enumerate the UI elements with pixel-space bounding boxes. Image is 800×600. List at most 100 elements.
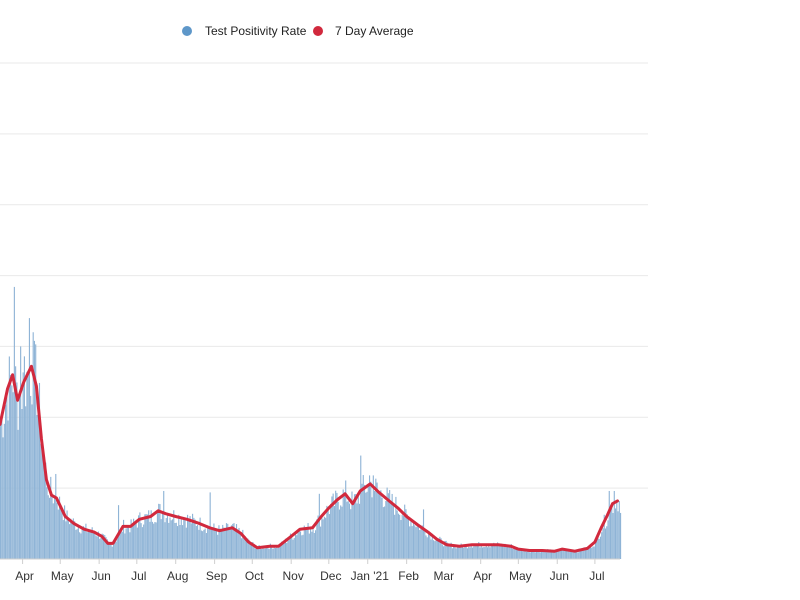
positivity-bar	[507, 545, 509, 559]
positivity-bar	[94, 532, 96, 559]
positivity-bar	[519, 550, 521, 559]
positivity-bar	[131, 526, 133, 559]
positivity-bar	[217, 534, 219, 559]
positivity-bar	[31, 404, 33, 559]
positivity-bar	[244, 536, 246, 559]
positivity-bar	[189, 516, 191, 559]
positivity-bar	[441, 544, 443, 559]
positivity-bar	[239, 533, 241, 559]
positivity-bar	[557, 549, 559, 559]
positivity-bar	[368, 475, 371, 559]
positivity-bar	[202, 531, 204, 559]
positivity-bar	[323, 516, 325, 559]
positivity-bar	[312, 529, 314, 559]
positivity-bar	[272, 548, 274, 559]
positivity-bar	[76, 529, 78, 559]
positivity-bar	[261, 549, 263, 559]
positivity-bar	[542, 550, 544, 559]
positivity-bar	[574, 551, 576, 559]
positivity-bar	[229, 528, 231, 559]
positivity-bar	[297, 532, 299, 559]
positivity-bar	[401, 514, 403, 559]
positivity-bar	[455, 548, 457, 559]
positivity-bar	[287, 540, 289, 559]
x-tick-label: Aug	[167, 569, 188, 583]
positivity-bar	[461, 545, 463, 559]
positivity-bar	[126, 525, 128, 559]
positivity-bar	[253, 543, 255, 559]
positivity-bar	[37, 403, 39, 559]
positivity-bar	[392, 505, 394, 559]
positivity-bar	[197, 524, 199, 559]
positivity-bar	[558, 550, 560, 559]
positivity-bar	[215, 530, 217, 559]
positivity-bar	[53, 495, 56, 559]
positivity-bar	[341, 506, 343, 559]
positivity-bar	[386, 487, 388, 559]
positivity-bar	[421, 525, 423, 559]
legend-item-test-positivity[interactable]: Test Positivity Rate	[182, 24, 307, 38]
x-tick-label: Sep	[206, 569, 228, 583]
positivity-bar	[497, 542, 499, 559]
positivity-bar	[119, 530, 121, 559]
positivity-bar	[549, 549, 551, 559]
positivity-bar	[471, 547, 474, 559]
positivity-bar	[114, 542, 116, 559]
positivity-bar	[454, 545, 456, 559]
positivity-bar	[204, 528, 206, 559]
positivity-bar	[453, 546, 455, 559]
positivity-bar	[0, 424, 2, 559]
positivity-bar	[185, 527, 187, 559]
positivity-bar	[60, 509, 62, 559]
positivity-bar	[385, 501, 387, 559]
positivity-bar	[214, 528, 216, 559]
positivity-bar	[509, 546, 511, 559]
gridlines	[0, 62, 648, 489]
positivity-bar	[338, 509, 340, 559]
positivity-bar	[274, 548, 276, 559]
positivity-bar	[283, 543, 285, 559]
positivity-bar	[210, 529, 212, 559]
positivity-bar	[342, 489, 344, 559]
positivity-bar	[561, 548, 563, 559]
positivity-bar	[264, 548, 266, 559]
positivity-bar	[292, 539, 294, 559]
positivity-bar	[200, 530, 202, 559]
positivity-bar	[173, 510, 175, 559]
positivity-bar	[61, 511, 63, 559]
positivity-bar	[513, 547, 515, 559]
x-tick-label: Jun	[91, 569, 110, 583]
x-tick-label: Jul	[131, 569, 146, 583]
positivity-bar	[5, 404, 7, 559]
positivity-bar	[92, 532, 94, 559]
positivity-bar	[198, 529, 200, 559]
positivity-bar	[414, 525, 416, 559]
positivity-bar	[360, 455, 362, 559]
positivity-bar	[607, 520, 609, 559]
positivity-bar	[523, 549, 525, 559]
positivity-bar	[402, 515, 404, 559]
positivity-bar	[504, 543, 506, 559]
positivity-bar	[258, 545, 260, 559]
positivity-bar	[320, 526, 322, 559]
positivity-bar	[356, 503, 358, 559]
positivity-bar	[107, 541, 110, 559]
positivity-bar	[188, 520, 190, 559]
positivity-bar	[588, 547, 590, 559]
positivity-bar	[315, 530, 317, 559]
positivity-bar	[559, 550, 561, 559]
legend-item-7-day-average[interactable]: 7 Day Average	[313, 24, 414, 38]
positivity-bar	[532, 549, 534, 559]
positivity-bar	[352, 500, 354, 559]
positivity-bar	[458, 546, 460, 559]
positivity-bar	[589, 544, 592, 559]
positivity-bar	[184, 520, 186, 559]
positivity-bar	[606, 526, 608, 559]
positivity-bar	[410, 519, 412, 559]
positivity-bar	[609, 507, 612, 559]
positivity-bar	[263, 548, 265, 559]
positivity-bar	[22, 372, 24, 559]
positivity-bar	[301, 535, 303, 559]
positivity-bar	[17, 429, 19, 559]
positivity-bar	[199, 517, 201, 559]
